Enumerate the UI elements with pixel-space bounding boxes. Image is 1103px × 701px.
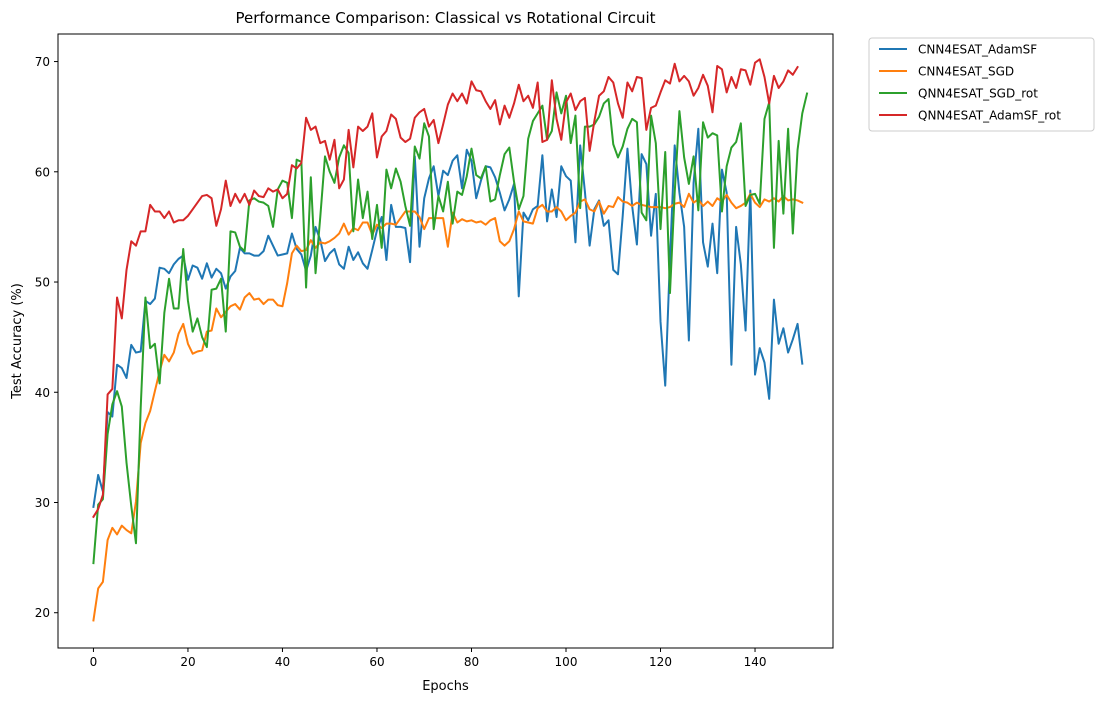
legend-label: CNN4ESAT_SGD [918, 65, 1014, 79]
x-tick-label: 60 [369, 655, 384, 669]
series-line-QNN4ESAT_SGD_rot [92, 91, 809, 565]
legend: CNN4ESAT_AdamSF CNN4ESAT_SGD QNN4ESAT_SGD_… [868, 37, 1095, 132]
legend-label: QNN4ESAT_SGD_rot [918, 87, 1038, 101]
series-line-QNN4ESAT_AdamSF_rot [92, 58, 799, 519]
y-tick-label: 40 [35, 386, 50, 400]
x-tick-label: 20 [180, 655, 195, 669]
x-axis: 0 20 40 60 80 100 120 140 [90, 648, 767, 669]
legend-label: CNN4ESAT_AdamSF [918, 43, 1037, 57]
y-tick-label: 60 [35, 165, 50, 179]
series-lines [92, 58, 809, 622]
x-tick-label: 100 [555, 655, 578, 669]
y-tick-label: 30 [35, 496, 50, 510]
x-tick-label: 80 [464, 655, 479, 669]
y-tick-label: 50 [35, 276, 50, 290]
legend-box [868, 37, 1095, 132]
series-line-CNN4ESAT_AdamSF [92, 127, 804, 509]
x-axis-label: Epochs [422, 679, 469, 694]
x-tick-label: 120 [649, 655, 672, 669]
y-axis: 20 30 40 50 60 70 [35, 55, 58, 620]
y-axis-label: Test Accuracy (%) [10, 283, 25, 400]
series-line-CNN4ESAT_SGD [92, 192, 804, 622]
chart-title: Performance Comparison: Classical vs Rot… [235, 9, 655, 27]
y-tick-label: 20 [35, 606, 50, 620]
legend-label: QNN4ESAT_AdamSF_rot [918, 109, 1061, 123]
x-tick-label: 40 [275, 655, 290, 669]
x-tick-label: 140 [744, 655, 767, 669]
y-tick-label: 70 [35, 55, 50, 69]
x-tick-label: 0 [90, 655, 98, 669]
plot-frame [57, 33, 834, 649]
